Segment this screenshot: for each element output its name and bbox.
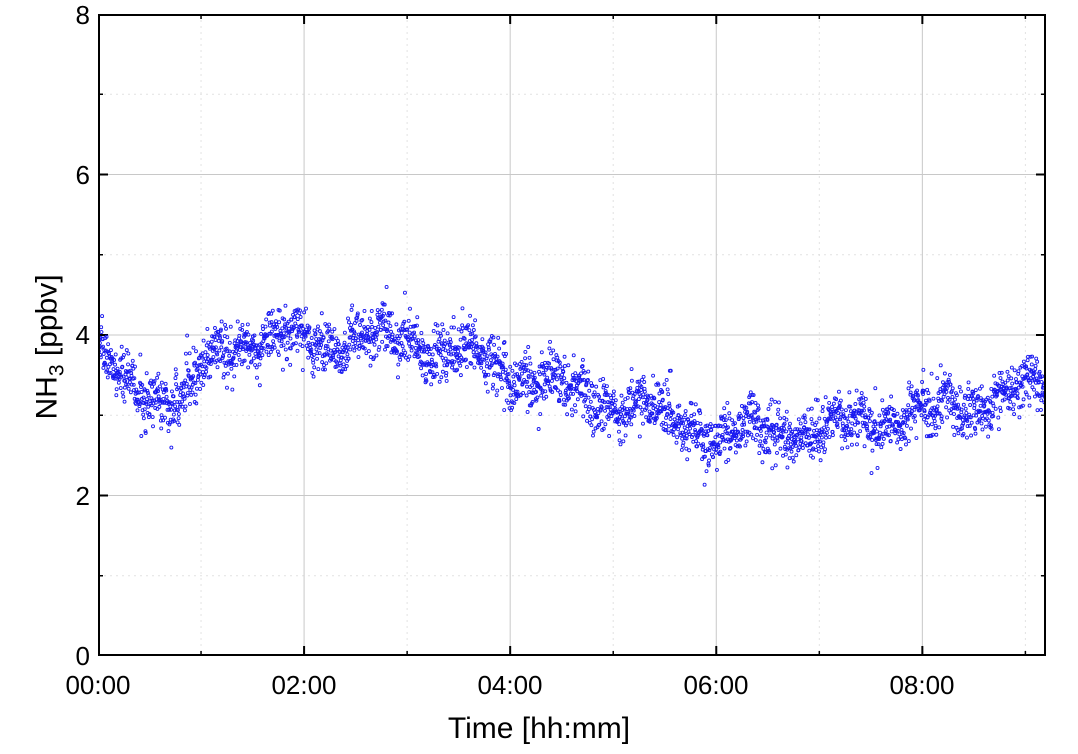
plot-svg bbox=[98, 14, 1046, 656]
x-tick-0000: 00:00 bbox=[58, 670, 138, 701]
x-tick-0200: 02:00 bbox=[264, 670, 344, 701]
x-axis-label: Time [hh:mm] bbox=[0, 712, 1078, 746]
y-tick-6: 6 bbox=[50, 160, 90, 191]
y-tick-2: 2 bbox=[50, 481, 90, 512]
chart-container: NH3 [ppbv] Time [hh:mm] 0 2 4 6 8 00:00 … bbox=[0, 0, 1078, 754]
y-tick-8: 8 bbox=[50, 0, 90, 31]
x-tick-0800: 08:00 bbox=[882, 670, 962, 701]
data-series bbox=[98, 285, 1046, 486]
y-tick-4: 4 bbox=[50, 320, 90, 351]
y-tick-0: 0 bbox=[50, 641, 90, 672]
x-tick-0600: 06:00 bbox=[676, 670, 756, 701]
x-tick-0400: 04:00 bbox=[470, 670, 550, 701]
